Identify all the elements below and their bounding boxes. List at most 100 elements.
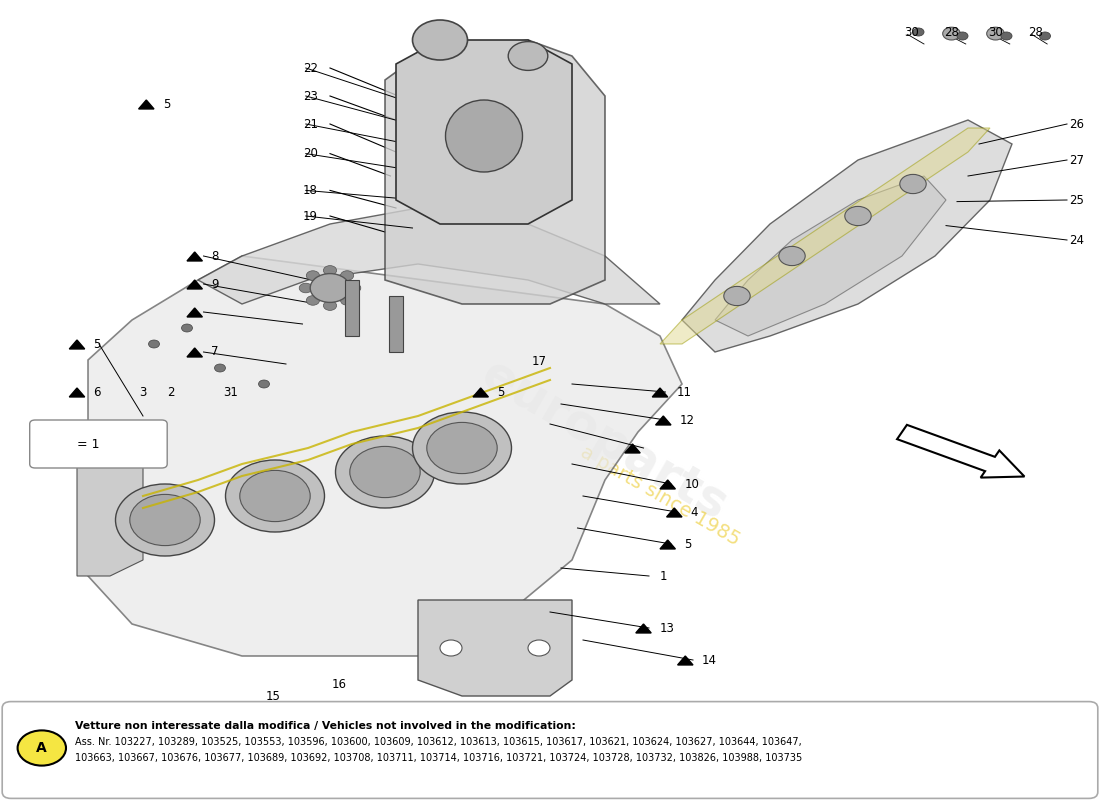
- Circle shape: [258, 380, 270, 388]
- Text: 25: 25: [1069, 194, 1085, 206]
- Polygon shape: [88, 256, 682, 656]
- Polygon shape: [187, 308, 202, 317]
- Text: 17: 17: [531, 355, 547, 368]
- Circle shape: [341, 270, 354, 280]
- Text: 28: 28: [1028, 26, 1044, 38]
- Ellipse shape: [446, 100, 522, 172]
- Text: 14: 14: [702, 654, 717, 666]
- Polygon shape: [187, 348, 202, 357]
- Text: 19: 19: [302, 210, 318, 222]
- FancyBboxPatch shape: [30, 420, 167, 468]
- Text: Ass. Nr. 103227, 103289, 103525, 103553, 103596, 103600, 103609, 103612, 103613,: Ass. Nr. 103227, 103289, 103525, 103553,…: [75, 738, 802, 747]
- Text: 24: 24: [1069, 234, 1085, 246]
- Polygon shape: [682, 120, 1012, 352]
- Polygon shape: [370, 728, 385, 737]
- Circle shape: [528, 640, 550, 656]
- Text: 27: 27: [1069, 154, 1085, 166]
- Circle shape: [957, 32, 968, 40]
- Polygon shape: [656, 416, 671, 425]
- Circle shape: [148, 340, 159, 348]
- Circle shape: [900, 174, 926, 194]
- Circle shape: [310, 274, 350, 302]
- Text: Vetture non interessate dalla modifica / Vehicles not involved in the modificati: Vetture non interessate dalla modifica /…: [75, 721, 575, 730]
- FancyBboxPatch shape: [2, 702, 1098, 798]
- Text: 5: 5: [94, 338, 101, 350]
- Polygon shape: [636, 624, 651, 633]
- Polygon shape: [660, 540, 675, 549]
- Circle shape: [779, 246, 805, 266]
- Circle shape: [240, 470, 310, 522]
- Text: 103663, 103667, 103676, 103677, 103689, 103692, 103708, 103711, 103714, 103716, : 103663, 103667, 103676, 103677, 103689, …: [75, 754, 802, 763]
- Text: 30: 30: [904, 26, 918, 38]
- Polygon shape: [187, 252, 202, 261]
- FancyArrow shape: [898, 425, 1024, 478]
- Circle shape: [306, 270, 319, 280]
- Text: 13: 13: [660, 622, 675, 634]
- Text: 1: 1: [660, 570, 668, 582]
- Polygon shape: [77, 448, 143, 576]
- Polygon shape: [473, 388, 488, 397]
- Text: 23: 23: [302, 90, 318, 102]
- Polygon shape: [625, 444, 640, 453]
- Text: 4: 4: [691, 506, 698, 518]
- Text: 26: 26: [1069, 118, 1085, 130]
- Text: 9: 9: [211, 278, 219, 290]
- Text: 29: 29: [394, 726, 409, 738]
- Polygon shape: [715, 176, 946, 336]
- Circle shape: [350, 446, 420, 498]
- Circle shape: [508, 42, 548, 70]
- Polygon shape: [139, 100, 154, 109]
- Circle shape: [412, 20, 468, 60]
- Polygon shape: [48, 442, 66, 452]
- Text: 11: 11: [676, 386, 692, 398]
- Circle shape: [116, 484, 214, 556]
- Text: 2: 2: [167, 386, 174, 398]
- Text: 16: 16: [331, 678, 346, 690]
- Circle shape: [1001, 32, 1012, 40]
- Circle shape: [724, 286, 750, 306]
- Circle shape: [341, 296, 354, 306]
- Polygon shape: [69, 388, 85, 397]
- Circle shape: [299, 283, 312, 293]
- Text: 28: 28: [944, 26, 959, 38]
- Circle shape: [440, 640, 462, 656]
- Circle shape: [323, 266, 337, 275]
- Text: a parts since 1985: a parts since 1985: [576, 442, 744, 550]
- Polygon shape: [418, 600, 572, 696]
- Text: 12: 12: [680, 414, 695, 426]
- Polygon shape: [396, 40, 572, 224]
- Text: 6: 6: [94, 386, 101, 398]
- Circle shape: [412, 412, 512, 484]
- Text: 15: 15: [265, 690, 280, 702]
- Text: = 1: = 1: [77, 438, 99, 450]
- Circle shape: [323, 301, 337, 310]
- Text: 21: 21: [302, 118, 318, 130]
- Bar: [389, 296, 403, 352]
- Text: 30: 30: [988, 26, 1002, 38]
- Circle shape: [18, 730, 66, 766]
- Circle shape: [987, 27, 1004, 40]
- Polygon shape: [678, 656, 693, 665]
- Circle shape: [306, 296, 319, 306]
- Text: 18: 18: [302, 184, 318, 197]
- Text: 7: 7: [211, 346, 219, 358]
- Polygon shape: [652, 388, 668, 397]
- Text: 31: 31: [223, 386, 239, 398]
- Text: 5: 5: [497, 386, 505, 398]
- Text: 8: 8: [211, 250, 219, 262]
- Circle shape: [226, 460, 324, 532]
- Circle shape: [336, 436, 434, 508]
- Text: 5: 5: [163, 98, 170, 110]
- Circle shape: [348, 283, 361, 293]
- Circle shape: [943, 27, 960, 40]
- Text: 10: 10: [684, 478, 700, 490]
- Polygon shape: [69, 340, 85, 349]
- Text: 22: 22: [302, 62, 318, 74]
- Text: 3: 3: [140, 386, 146, 398]
- Polygon shape: [660, 128, 990, 344]
- Text: 20: 20: [302, 147, 318, 160]
- Circle shape: [913, 28, 924, 36]
- Circle shape: [845, 206, 871, 226]
- Circle shape: [214, 364, 225, 372]
- Polygon shape: [660, 480, 675, 489]
